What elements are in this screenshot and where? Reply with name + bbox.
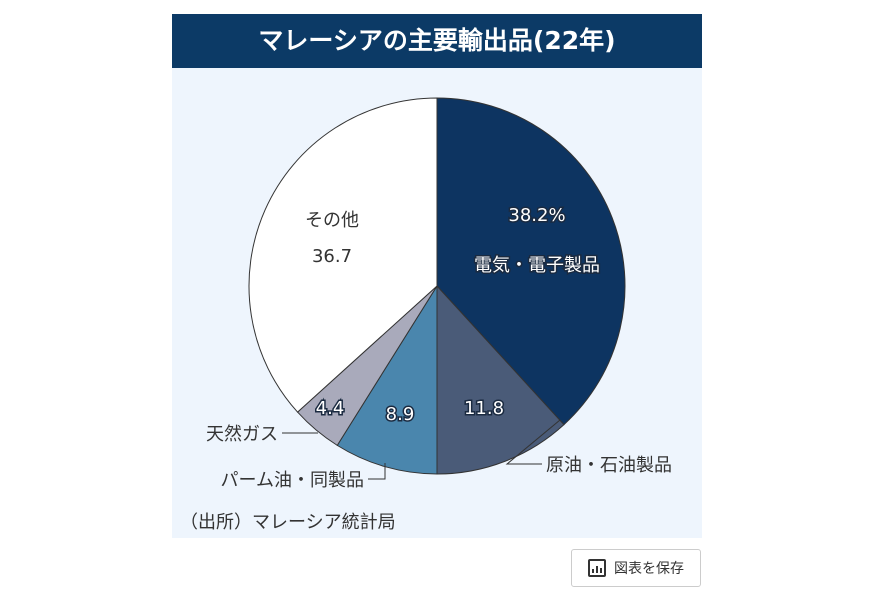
leader-line [368,463,386,480]
data-label: 38.2% [508,205,565,226]
pie-chart: 38.2% 電気・電子製品 11.8 8.9 4.4 その他 36.7 原油・石油製品パーム油… [180,97,672,533]
data-label: 4.4 [316,398,345,419]
chart-title: マレーシアの主要輸出品(22年) [172,14,702,68]
leader-line [505,419,561,465]
data-label: 36.7 [312,246,352,267]
chart-card: マレーシアの主要輸出品(22年) 38.2% 電気・電子製品 11.8 8.9 4.4 そ… [172,14,702,538]
pie-slice [436,284,565,475]
pie-slice [248,97,438,413]
source-note: （出所）マレーシア統計局 [180,512,396,533]
category-label: 原油・石油製品 [546,455,672,476]
pie-slice [436,97,626,426]
category-label: その他 [305,210,359,231]
category-label: 電気・電子製品 [474,255,600,276]
data-label: 8.9 [386,404,415,425]
bar-chart-icon [588,559,606,577]
save-chart-button[interactable]: 図表を保存 [571,549,701,587]
category-label: パーム油・同製品 [221,470,364,491]
save-chart-label: 図表を保存 [614,561,684,577]
data-label: 11.8 [464,398,504,419]
category-label: 天然ガス [206,424,278,445]
